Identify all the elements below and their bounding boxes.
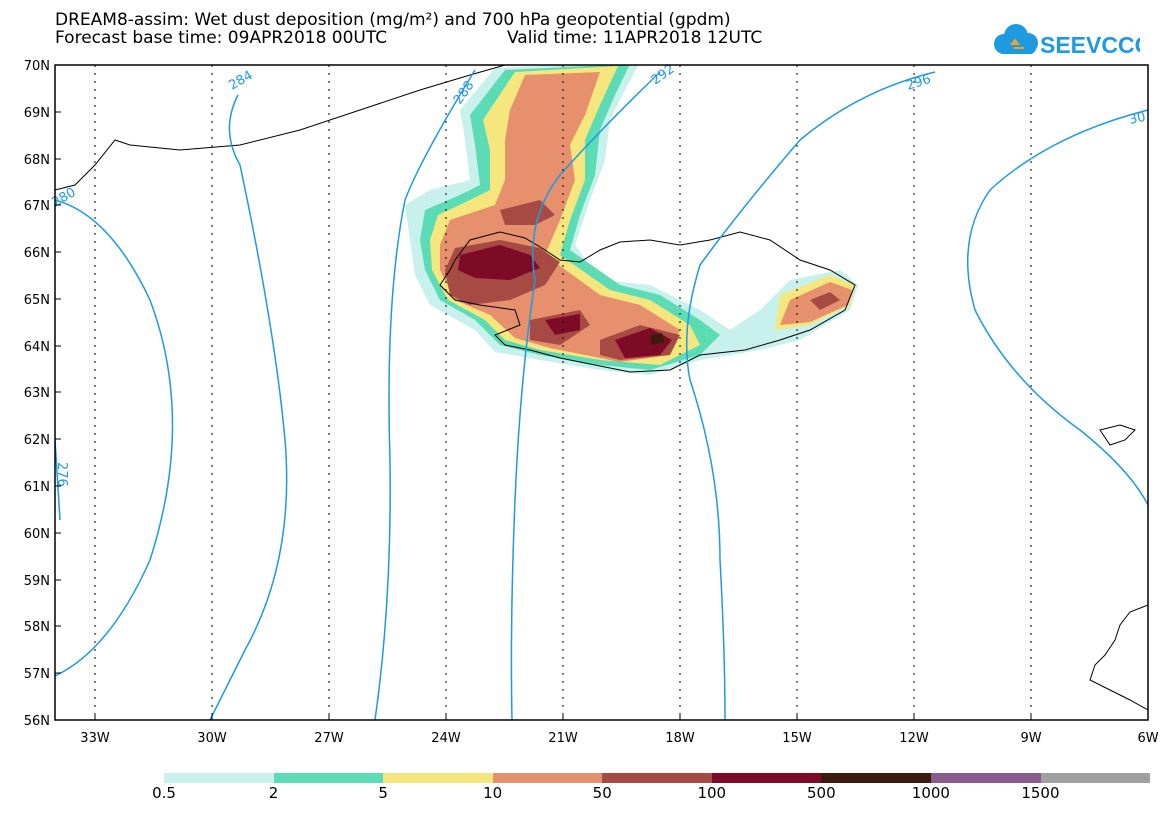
contour-292 xyxy=(510,71,661,720)
lon-label: 15W xyxy=(782,731,812,746)
deposition-100 xyxy=(458,245,672,358)
legend-swatch xyxy=(273,773,384,783)
contour-label-280: 280 xyxy=(50,185,79,210)
lon-label: 30W xyxy=(197,731,227,746)
map-title: DREAM8-assim: Wet dust deposition (mg/m²… xyxy=(55,10,731,30)
lat-label: 67N xyxy=(24,199,50,214)
deposition-500 xyxy=(650,333,665,345)
longitude-labels: 33W 30W 27W 24W 21W 18W 15W 12W 9W 6W xyxy=(80,731,1158,746)
contour-label-296: 296 xyxy=(905,72,933,94)
dust-deposition-field xyxy=(405,65,858,375)
legend-label: 5 xyxy=(378,784,388,802)
legend-label: 100 xyxy=(697,784,727,802)
lon-label: 33W xyxy=(80,731,110,746)
contour-276 xyxy=(55,439,61,521)
contour-label-30: 30 xyxy=(1128,110,1147,128)
lon-label: 27W xyxy=(314,731,344,746)
greenland-coast xyxy=(55,65,506,191)
legend-swatch xyxy=(930,773,1041,783)
forecast-time-line: Forecast base time: 09APR2018 00UTC Valid… xyxy=(55,28,762,48)
lat-label: 62N xyxy=(24,433,50,448)
contour-284 xyxy=(209,94,288,720)
graticule xyxy=(94,65,1032,720)
lon-label: 9W xyxy=(1020,731,1041,746)
lon-label: 18W xyxy=(665,731,695,746)
lat-label: 60N xyxy=(24,527,50,542)
legend-label: 10 xyxy=(483,784,503,802)
lat-label: 68N xyxy=(24,153,50,168)
valid-time: Valid time: 11APR2018 12UTC xyxy=(507,28,763,48)
lon-label: 12W xyxy=(899,731,929,746)
iceland-coast xyxy=(439,231,856,373)
base-time: Forecast base time: 09APR2018 00UTC xyxy=(55,28,388,48)
lon-label: 6W xyxy=(1137,731,1158,746)
legend-swatch xyxy=(602,773,712,783)
legend-swatch xyxy=(383,773,493,783)
axis-ticks xyxy=(55,64,1032,720)
lat-label: 66N xyxy=(24,246,50,261)
contour-288 xyxy=(374,69,476,720)
lon-label: 24W xyxy=(431,731,461,746)
lat-label: 64N xyxy=(24,340,50,355)
lat-label: 65N xyxy=(24,293,50,308)
legend-label: 1000 xyxy=(911,784,950,802)
legend-swatch xyxy=(164,773,274,783)
lat-label: 59N xyxy=(24,574,50,589)
contour-296 xyxy=(685,71,936,720)
seevccc-logo: SEEVCCC xyxy=(994,24,1140,58)
legend-label: 500 xyxy=(807,784,836,802)
legend-label: 2 xyxy=(268,784,279,802)
latitude-labels: 70N 69N 68N 67N 66N 65N 64N 63N 62N 61N … xyxy=(24,59,50,729)
legend-swatch xyxy=(1040,773,1151,783)
lat-label: 61N xyxy=(24,480,50,495)
color-legend xyxy=(164,773,1151,783)
cloud-icon xyxy=(994,24,1038,54)
logo-text: SEEVCCC xyxy=(1040,32,1140,58)
legend-swatch xyxy=(492,773,603,783)
lat-label: 57N xyxy=(24,667,50,682)
legend-swatch xyxy=(711,773,822,783)
legend-label: 1500 xyxy=(1021,784,1060,802)
lon-label: 21W xyxy=(548,731,578,746)
legend-swatch xyxy=(821,773,931,783)
lat-label: 70N xyxy=(24,59,50,74)
legend-label: 50 xyxy=(592,784,612,802)
contour-280 xyxy=(55,199,174,677)
lat-label: 69N xyxy=(24,106,50,121)
contour-label-276: 276 xyxy=(54,462,69,487)
legend-label: 0.5 xyxy=(152,784,176,802)
lat-label: 58N xyxy=(24,620,50,635)
contour-label-284: 284 xyxy=(227,68,256,93)
deposition-50 xyxy=(445,200,840,360)
lat-label: 63N xyxy=(24,386,50,401)
coastlines xyxy=(55,65,1148,711)
faroe-coast xyxy=(1099,424,1136,446)
contour-300 xyxy=(967,109,1148,506)
geopotential-contours xyxy=(55,69,1148,720)
lat-label: 56N xyxy=(24,714,50,729)
scotland-coast xyxy=(1089,604,1148,711)
